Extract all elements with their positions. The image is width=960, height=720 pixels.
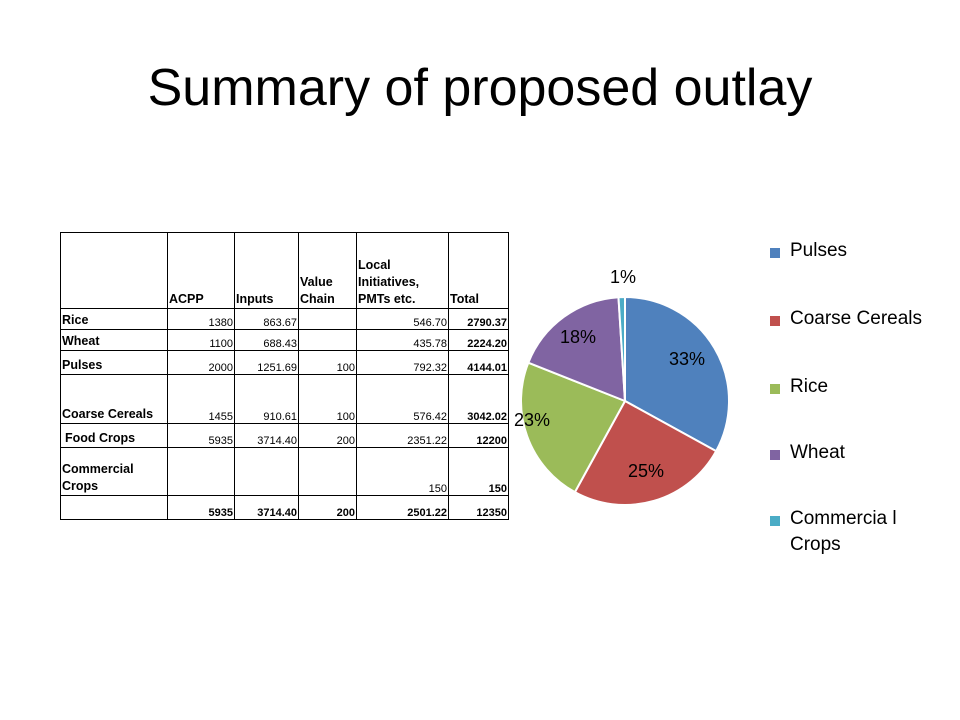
cell-total: 150 [448, 447, 509, 496]
cell-local: 2351.22 [356, 423, 449, 448]
row-label: Coarse Cereals [60, 374, 168, 424]
header-cell: ACPP [167, 232, 235, 309]
header-cell [60, 232, 168, 309]
legend-label: Rice [790, 376, 829, 397]
cell-value-chain: 100 [298, 374, 357, 424]
pie-data-label: 18% [560, 327, 596, 347]
legend-label: Commercia l Crops [790, 508, 897, 555]
pie-slice-pulses [624, 295, 730, 453]
table-row: Food Crops 5935 3714.40 200 2351.22 1220… [60, 423, 509, 448]
cell-acpp: 1455 [167, 374, 235, 424]
header-cell: Value Chain [298, 232, 357, 309]
pie-slice-rice [520, 361, 627, 494]
cell-value-chain: 100 [298, 350, 357, 375]
cell-inputs: 688.43 [234, 329, 299, 351]
pie-data-label: 1% [610, 267, 636, 287]
cell-acpp: 2000 [167, 350, 235, 375]
row-label: Rice [60, 308, 168, 330]
row-label [60, 495, 168, 520]
header-cell: Total [448, 232, 509, 309]
slide-title: Summary of proposed outlay [147, 59, 813, 117]
table-row: Pulses 2000 1251.69 100 792.32 4144.01 [60, 350, 509, 375]
legend-swatch [770, 316, 780, 326]
row-label: Wheat [60, 329, 168, 351]
cell-inputs: 3714.40 [234, 495, 299, 520]
pie-data-label: 33% [669, 349, 705, 369]
legend-swatch [770, 248, 780, 258]
cell-value-chain: 200 [298, 495, 357, 520]
table-row: Coarse Cereals 1455 910.61 100 576.42 30… [60, 374, 509, 424]
pie-slice-commercial-crops [617, 295, 626, 402]
cell-local: 546.70 [356, 308, 449, 330]
cell-value-chain: 200 [298, 423, 357, 448]
table-row: Wheat 1100 688.43 435.78 2224.20 [60, 329, 509, 351]
legend-swatch [770, 516, 780, 526]
header-cell: Local Initiatives, PMTs etc. [356, 232, 449, 309]
legend-label: Wheat [790, 442, 845, 463]
table-header-row: ACPP Inputs Value Chain Local Initiative… [60, 232, 509, 309]
legend-swatch [770, 384, 780, 394]
pie-chart-svg: 33% 25% 23% 18% 1% [514, 267, 730, 506]
legend-label: Coarse Cereals [790, 308, 922, 329]
cell-acpp [167, 447, 235, 496]
cell-value-chain [298, 308, 357, 330]
row-label: Food Crops [60, 423, 168, 448]
row-label: Pulses [60, 350, 168, 375]
cell-inputs: 3714.40 [234, 423, 299, 448]
pie-slice-coarse-cereals [573, 399, 718, 506]
cell-local: 435.78 [356, 329, 449, 351]
outlay-table: ACPP Inputs Value Chain Local Initiative… [60, 232, 509, 520]
cell-local: 576.42 [356, 374, 449, 424]
legend-swatch [770, 450, 780, 460]
legend-label: Pulses [790, 240, 848, 261]
cell-local: 792.32 [356, 350, 449, 375]
cell-value-chain [298, 329, 357, 351]
pie-chart: 33% 25% 23% 18% 1% [480, 240, 770, 540]
cell-total: 12350 [448, 495, 509, 520]
cell-value-chain [298, 447, 357, 496]
header-cell: Inputs [234, 232, 299, 309]
cell-acpp: 1100 [167, 329, 235, 351]
cell-acpp: 5935 [167, 495, 235, 520]
cell-inputs: 1251.69 [234, 350, 299, 375]
cell-local: 2501.22 [356, 495, 449, 520]
table-total-row: 5935 3714.40 200 2501.22 12350 [60, 495, 509, 520]
cell-inputs: 910.61 [234, 374, 299, 424]
cell-inputs [234, 447, 299, 496]
pie-data-label: 23% [514, 410, 550, 430]
table-row: Rice 1380 863.67 546.70 2790.37 [60, 308, 509, 330]
cell-acpp: 1380 [167, 308, 235, 330]
pie-slice-wheat [527, 296, 627, 403]
cell-inputs: 863.67 [234, 308, 299, 330]
cell-acpp: 5935 [167, 423, 235, 448]
table-row: Commercial Crops 150 150 [60, 447, 509, 496]
cell-local: 150 [356, 447, 449, 496]
pie-data-label: 25% [628, 461, 664, 481]
row-label: Commercial Crops [60, 447, 168, 496]
